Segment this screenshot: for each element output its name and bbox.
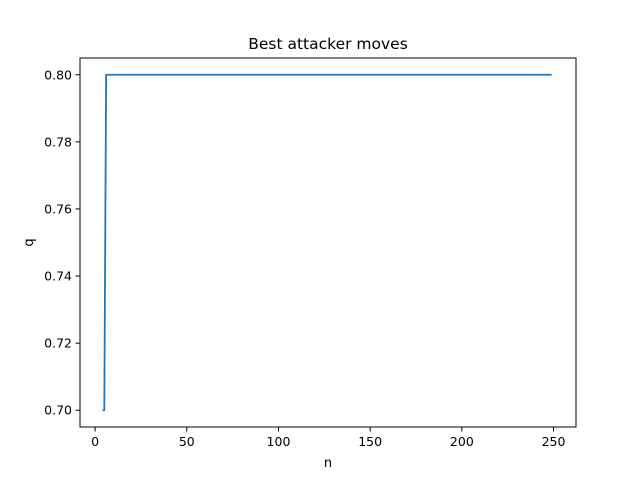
plot-area (102, 73, 552, 412)
y-tick-label: 0.78 (44, 134, 72, 149)
y-axis: 0.70 0.72 0.74 0.76 0.78 0.80 (44, 67, 80, 418)
x-tick-label: 200 (450, 434, 474, 449)
chart-title: Best attacker moves (248, 35, 408, 53)
series-line-0 (102, 73, 552, 412)
y-tick-label: 0.76 (44, 201, 72, 216)
y-tick-label: 0.80 (44, 67, 72, 82)
x-tick-label: 0 (91, 434, 99, 449)
x-tick-label: 150 (358, 434, 382, 449)
axes-frame (79, 57, 577, 428)
x-tick-label: 100 (267, 434, 291, 449)
y-tick-label: 0.72 (44, 336, 72, 351)
x-axis: 0 50 100 150 200 250 (91, 427, 566, 449)
y-axis-label: q (22, 238, 37, 246)
y-tick-label: 0.70 (44, 403, 72, 418)
x-tick-label: 50 (179, 434, 195, 449)
x-axis-label: n (324, 456, 332, 471)
y-tick-label: 0.74 (44, 269, 72, 284)
x-tick-label: 250 (542, 434, 566, 449)
